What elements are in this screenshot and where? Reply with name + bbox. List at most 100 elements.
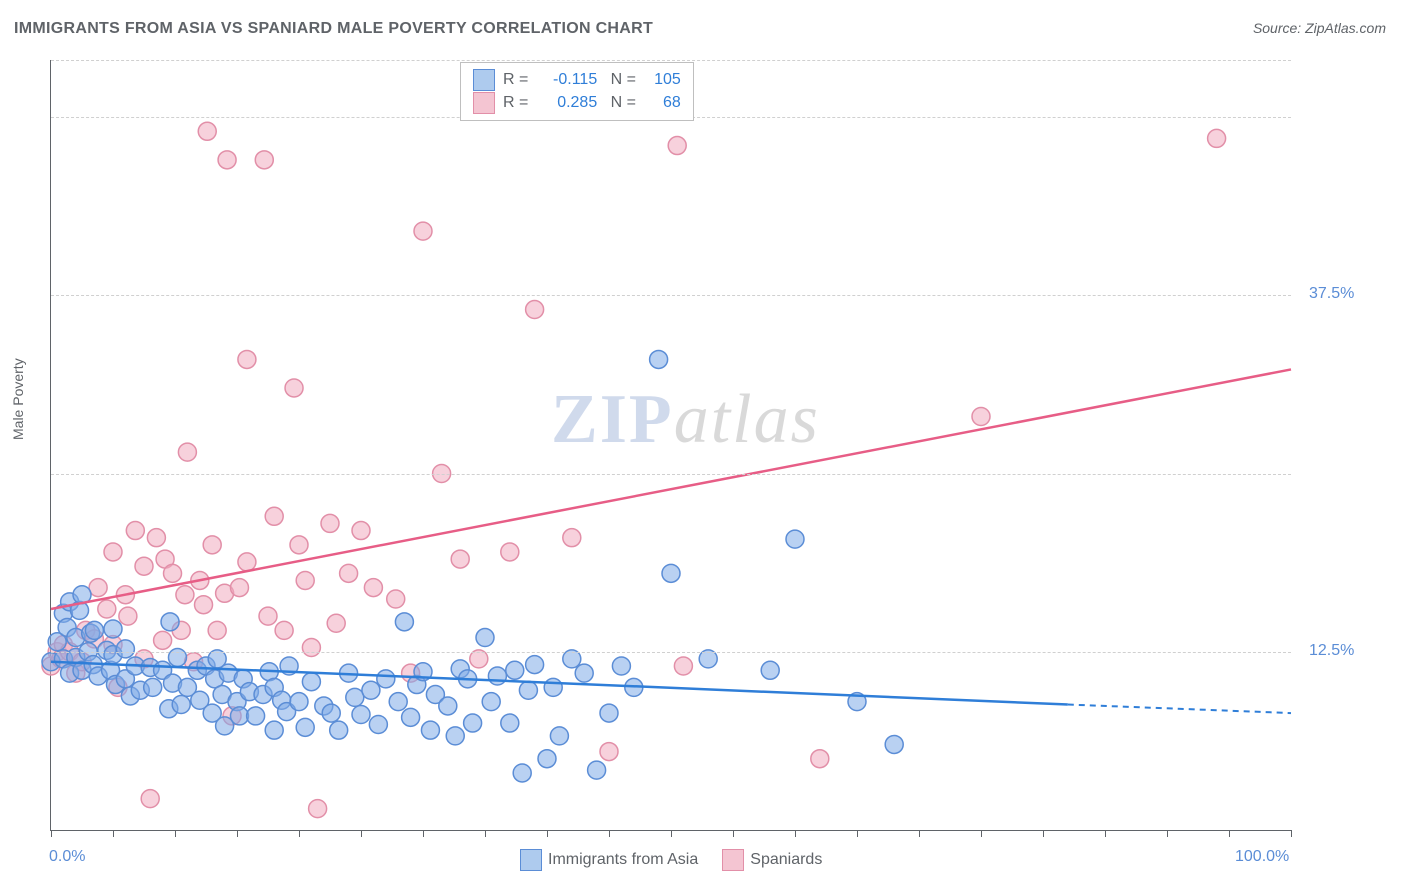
scatter-point xyxy=(89,579,107,597)
legend-label: Immigrants from Asia xyxy=(548,851,698,868)
scatter-point xyxy=(178,443,196,461)
legend-n-value: 105 xyxy=(645,69,681,91)
scatter-point xyxy=(208,621,226,639)
scatter-point xyxy=(482,693,500,711)
scatter-point xyxy=(439,697,457,715)
scatter-point xyxy=(302,638,320,656)
scatter-point xyxy=(377,670,395,688)
legend-r-value: -0.115 xyxy=(537,69,597,91)
x-tick xyxy=(175,830,176,837)
scatter-point xyxy=(330,721,348,739)
scatter-point xyxy=(172,696,190,714)
scatter-point xyxy=(340,564,358,582)
x-tick xyxy=(51,830,52,837)
legend-row: R = -0.115 N = 105 xyxy=(473,69,681,92)
scatter-point xyxy=(198,122,216,140)
scatter-point xyxy=(309,800,327,818)
scatter-point xyxy=(526,656,544,674)
scatter-point xyxy=(674,657,692,675)
scatter-point xyxy=(513,764,531,782)
x-tick xyxy=(981,830,982,837)
scatter-point xyxy=(238,553,256,571)
scatter-point xyxy=(161,613,179,631)
y-tick-label: 37.5% xyxy=(1309,285,1354,303)
scatter-point xyxy=(501,714,519,732)
scatter-point xyxy=(550,727,568,745)
scatter-point xyxy=(402,708,420,726)
scatter-point xyxy=(259,607,277,625)
legend-n-value: 68 xyxy=(645,92,681,114)
scatter-point xyxy=(164,564,182,582)
scatter-point xyxy=(119,607,137,625)
scatter-point xyxy=(203,536,221,554)
x-tick xyxy=(609,830,610,837)
legend-label: Spaniards xyxy=(750,851,822,868)
scatter-point xyxy=(321,514,339,532)
scatter-point xyxy=(761,661,779,679)
scatter-point xyxy=(141,790,159,808)
scatter-point xyxy=(352,706,370,724)
scatter-point xyxy=(588,761,606,779)
scatter-point xyxy=(1208,129,1226,147)
scatter-point xyxy=(575,664,593,682)
scatter-point xyxy=(296,718,314,736)
x-tick xyxy=(671,830,672,837)
legend-swatch xyxy=(722,849,744,871)
scatter-point xyxy=(230,579,248,597)
scatter-point xyxy=(544,678,562,696)
scatter-point xyxy=(446,727,464,745)
scatter-point xyxy=(662,564,680,582)
scatter-point xyxy=(104,620,122,638)
scatter-point xyxy=(395,613,413,631)
scatter-point xyxy=(464,714,482,732)
gridline xyxy=(51,295,1291,296)
scatter-point xyxy=(346,688,364,706)
x-tick xyxy=(1229,830,1230,837)
scatter-point xyxy=(519,681,537,699)
x-tick xyxy=(857,830,858,837)
scatter-point xyxy=(538,750,556,768)
x-tick xyxy=(237,830,238,837)
scatter-point xyxy=(501,543,519,561)
x-tick xyxy=(485,830,486,837)
x-tick xyxy=(113,830,114,837)
legend-swatch xyxy=(473,92,495,114)
scatter-point xyxy=(387,590,405,608)
scatter-point xyxy=(238,350,256,368)
scatter-point xyxy=(563,529,581,547)
scatter-point xyxy=(195,596,213,614)
scatter-point xyxy=(247,707,265,725)
x-tick xyxy=(423,830,424,837)
scatter-point xyxy=(650,350,668,368)
scatter-point xyxy=(389,693,407,711)
x-tick xyxy=(795,830,796,837)
scatter-point xyxy=(600,704,618,722)
scatter-point xyxy=(230,707,248,725)
chart-title: IMMIGRANTS FROM ASIA VS SPANIARD MALE PO… xyxy=(14,20,653,38)
scatter-point xyxy=(104,543,122,561)
gridline xyxy=(51,652,1291,653)
scatter-point xyxy=(352,522,370,540)
scatter-point xyxy=(285,379,303,397)
x-tick xyxy=(299,830,300,837)
x-tick xyxy=(547,830,548,837)
plot-area: ZIPatlas 12.5%37.5%0.0%100.0% xyxy=(50,60,1291,831)
scatter-point xyxy=(369,715,387,733)
scatter-point xyxy=(668,137,686,155)
scatter-point xyxy=(116,640,134,658)
chart-container: IMMIGRANTS FROM ASIA VS SPANIARD MALE PO… xyxy=(0,0,1406,892)
scatter-point xyxy=(811,750,829,768)
scatter-point xyxy=(488,667,506,685)
legend-swatch xyxy=(520,849,542,871)
scatter-point xyxy=(290,693,308,711)
legend-r-value: 0.285 xyxy=(537,92,597,114)
scatter-point xyxy=(290,536,308,554)
scatter-point xyxy=(275,621,293,639)
scatter-point xyxy=(362,681,380,699)
scatter-point xyxy=(98,600,116,618)
scatter-point xyxy=(506,661,524,679)
scatter-point xyxy=(327,614,345,632)
scatter-point xyxy=(147,529,165,547)
scatter-point xyxy=(451,550,469,568)
x-tick xyxy=(1167,830,1168,837)
